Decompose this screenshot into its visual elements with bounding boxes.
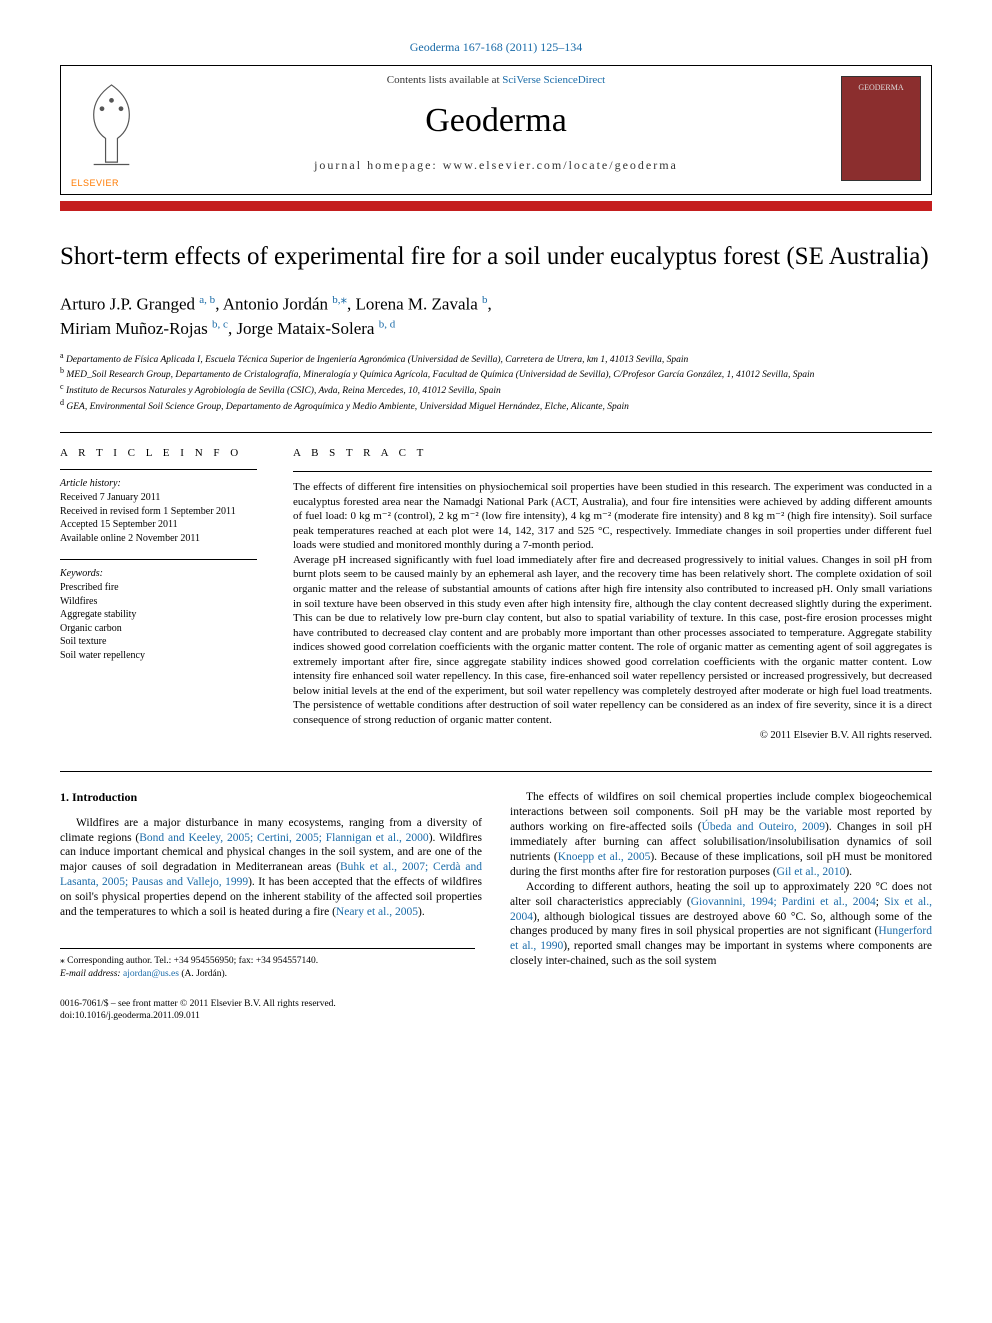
col2-p1: The effects of wildfires on soil chemica… <box>510 790 932 880</box>
abstract-copyright: © 2011 Elsevier B.V. All rights reserved… <box>293 729 932 743</box>
body-col-left: 1. Introduction Wildfires are a major di… <box>60 790 482 1023</box>
history-1: Received 7 January 2011 <box>60 491 257 505</box>
author-4-aff: b, c <box>212 318 228 330</box>
aff-a-text: Departamento de Física Aplicada I, Escue… <box>66 355 688 365</box>
kw-3: Aggregate stability <box>60 608 257 622</box>
abstract-p1: The effects of different fire intensitie… <box>293 480 932 553</box>
info-abstract-row: A R T I C L E I N F O Article history: R… <box>60 432 932 743</box>
author-5: , Jorge Mataix-Solera <box>228 319 379 338</box>
abstract-p2: Average pH increased significantly with … <box>293 553 932 727</box>
cite-6[interactable]: Gil et al., 2010 <box>777 866 846 878</box>
section-1-heading: 1. Introduction <box>60 790 482 806</box>
kw-1: Prescribed fire <box>60 581 257 595</box>
t: ). <box>845 866 852 878</box>
corresponding-footnote: ⁎ Corresponding author. Tel.: +34 954556… <box>60 948 475 980</box>
t: ), reported small changes may be importa… <box>510 940 932 967</box>
journal-header: ELSEVIER Contents lists available at Sci… <box>60 65 932 195</box>
kw-5: Soil texture <box>60 635 257 649</box>
author-1-aff: a, b <box>199 294 215 306</box>
aff-d-text: GEA, Environmental Soil Science Group, D… <box>66 403 629 413</box>
cite-7[interactable]: Giovannini, 1994; Pardini et al., 2004 <box>691 896 876 908</box>
author-4: Miriam Muñoz-Rojas <box>60 319 212 338</box>
corr-email-link[interactable]: ajordan@us.es <box>123 969 179 979</box>
aff-c-text: Instituto de Recursos Naturales y Agrobi… <box>66 387 501 397</box>
cite-3[interactable]: Neary et al., 2005 <box>336 906 418 918</box>
sciverse-link[interactable]: SciVerse ScienceDirect <box>502 74 605 86</box>
email-suffix: (A. Jordán). <box>179 969 227 979</box>
author-1: Arturo J.P. Granged <box>60 295 199 314</box>
journal-title: Geoderma <box>181 102 811 140</box>
abstract-divider <box>293 471 932 472</box>
aff-b: b MED_Soil Research Group, Departamento … <box>60 366 932 382</box>
history-2: Received in revised form 1 September 201… <box>60 505 257 519</box>
bottom-meta: 0016-7061/$ – see front matter © 2011 El… <box>60 998 482 1023</box>
aff-a: a Departamento de Física Aplicada I, Esc… <box>60 351 932 367</box>
t: ; <box>876 896 884 908</box>
contents-pre: Contents lists available at <box>387 74 502 86</box>
cite-5[interactable]: Knoepp et al., 2005 <box>558 851 651 863</box>
article-title: Short-term effects of experimental fire … <box>60 241 932 272</box>
issn-line: 0016-7061/$ – see front matter © 2011 El… <box>60 998 482 1010</box>
header-center: Contents lists available at SciVerse Sci… <box>181 74 811 173</box>
doi-line: doi:10.1016/j.geoderma.2011.09.011 <box>60 1010 482 1022</box>
authors-block: Arturo J.P. Granged a, b, Antonio Jordán… <box>60 290 932 340</box>
history-label: Article history: <box>60 478 257 489</box>
info-divider <box>60 469 257 470</box>
aff-c: c Instituto de Recursos Naturales y Agro… <box>60 382 932 398</box>
author-sep2: , <box>488 295 492 314</box>
aff-b-text: MED_Soil Research Group, Departamento de… <box>66 371 814 381</box>
kw-2: Wildfires <box>60 595 257 609</box>
col1-p1: Wildfires are a major disturbance in man… <box>60 816 482 921</box>
email-line: E-mail address: ajordan@us.es (A. Jordán… <box>60 968 475 980</box>
red-divider-bar <box>60 201 932 211</box>
affiliations-block: a Departamento de Física Aplicada I, Esc… <box>60 351 932 415</box>
page-container: Geoderma 167-168 (2011) 125–134 ELSEVIER… <box>0 0 992 1063</box>
body-col-right: The effects of wildfires on soil chemica… <box>510 790 932 1023</box>
author-2-aff: b, <box>332 294 340 306</box>
info-divider <box>60 559 257 560</box>
abstract-body: The effects of different fire intensitie… <box>293 480 932 743</box>
cite-1[interactable]: Bond and Keeley, 2005; Certini, 2005; Fl… <box>139 832 428 844</box>
journal-homepage: journal homepage: www.elsevier.com/locat… <box>181 158 811 173</box>
keywords-label: Keywords: <box>60 568 257 579</box>
history-block: Article history: Received 7 January 2011… <box>60 478 257 545</box>
contents-lists-line: Contents lists available at SciVerse Sci… <box>181 74 811 86</box>
col2-p2: According to different authors, heating … <box>510 880 932 970</box>
kw-4: Organic carbon <box>60 622 257 636</box>
history-4: Available online 2 November 2011 <box>60 532 257 546</box>
email-label: E-mail address: <box>60 969 123 979</box>
elsevier-label: ELSEVIER <box>71 178 119 188</box>
history-3: Accepted 15 September 2011 <box>60 518 257 532</box>
top-journal-ref[interactable]: Geoderma 167-168 (2011) 125–134 <box>60 40 932 55</box>
article-info-heading: A R T I C L E I N F O <box>60 447 257 459</box>
body-columns: 1. Introduction Wildfires are a major di… <box>60 771 932 1023</box>
journal-cover-thumb: GEODERMA <box>841 76 921 181</box>
author-sep1: , Antonio Jordán <box>215 295 332 314</box>
author-3: , Lorena M. Zavala <box>347 295 482 314</box>
kw-6: Soil water repellency <box>60 649 257 663</box>
t: ), although biological tissues are destr… <box>510 911 932 938</box>
article-info-sidebar: A R T I C L E I N F O Article history: R… <box>60 433 275 743</box>
t: ). <box>418 906 425 918</box>
keywords-block: Keywords: Prescribed fire Wildfires Aggr… <box>60 568 257 662</box>
abstract-heading: A B S T R A C T <box>293 447 932 459</box>
author-5-aff: b, d <box>379 318 396 330</box>
abstract-block: A B S T R A C T The effects of different… <box>275 433 932 743</box>
corr-line: ⁎ Corresponding author. Tel.: +34 954556… <box>60 955 475 967</box>
elsevier-tree-icon <box>71 76 151 176</box>
aff-d: d GEA, Environmental Soil Science Group,… <box>60 398 932 414</box>
cite-4[interactable]: Úbeda and Outeiro, 2009 <box>702 821 825 833</box>
